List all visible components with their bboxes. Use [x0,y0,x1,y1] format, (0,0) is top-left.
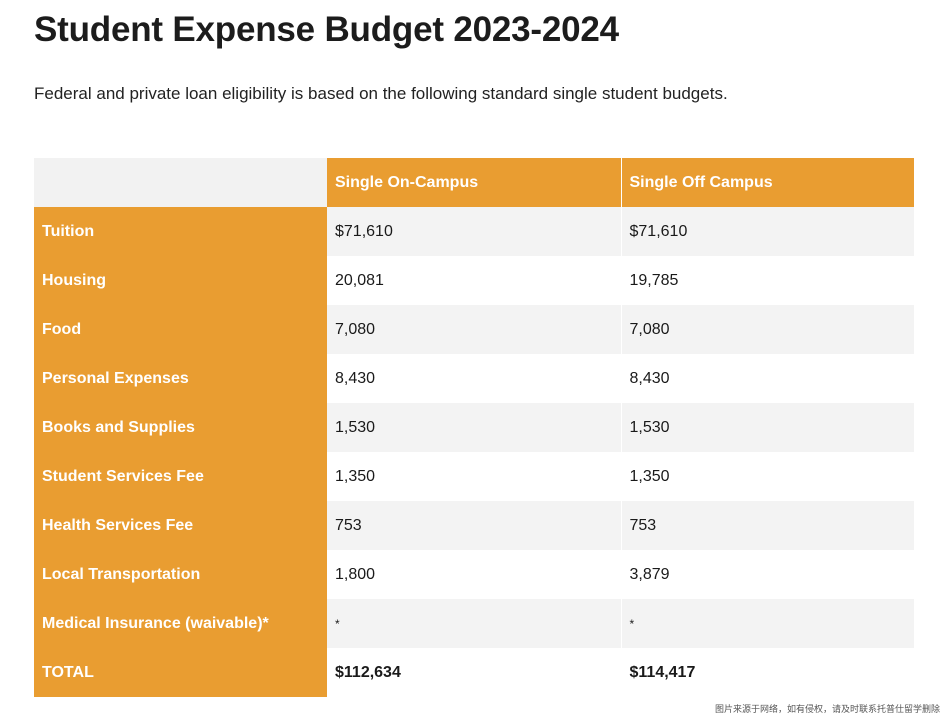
table-row: Local Transportation 1,800 3,879 [34,550,914,599]
on-campus-value: 1,350 [327,452,622,501]
budget-table: Single On-Campus Single Off Campus Tuiti… [34,158,914,697]
on-campus-value: 1,530 [327,403,622,452]
row-label: Tuition [34,207,327,256]
table-row: Tuition $71,610 $71,610 [34,207,914,256]
row-label: Food [34,305,327,354]
page-title: Student Expense Budget 2023-2024 [34,10,619,49]
table-row: Housing 20,081 19,785 [34,256,914,305]
on-campus-value: 20,081 [327,256,622,305]
row-label: Books and Supplies [34,403,327,452]
on-campus-value: $71,610 [327,207,622,256]
on-campus-value: 753 [327,501,622,550]
row-label: Housing [34,256,327,305]
off-campus-value: 8,430 [621,354,914,403]
on-campus-value: 7,080 [327,305,622,354]
table-row: Books and Supplies 1,530 1,530 [34,403,914,452]
total-row: TOTAL $112,634 $114,417 [34,648,914,697]
off-campus-value: $71,610 [621,207,914,256]
off-campus-value: 3,879 [621,550,914,599]
row-label: Student Services Fee [34,452,327,501]
off-campus-value: 1,530 [621,403,914,452]
table-header-row: Single On-Campus Single Off Campus [34,158,914,207]
watermark-text: 图片来源于网络，如有侵权，请及时联系托普仕留学删除 [714,705,940,715]
off-campus-value: 7,080 [621,305,914,354]
table-row: Personal Expenses 8,430 8,430 [34,354,914,403]
row-label: Medical Insurance (waivable)* [34,599,327,648]
off-campus-total: $114,417 [621,648,914,697]
off-campus-value: 753 [621,501,914,550]
on-campus-value: 1,800 [327,550,622,599]
column-header-on-campus: Single On-Campus [327,158,622,207]
total-label: TOTAL [34,648,327,697]
on-campus-total: $112,634 [327,648,622,697]
table-row: Health Services Fee 753 753 [34,501,914,550]
intro-paragraph: Federal and private loan eligibility is … [34,84,728,103]
row-label: Health Services Fee [34,501,327,550]
on-campus-value: * [327,599,622,648]
row-label: Local Transportation [34,550,327,599]
off-campus-value: * [621,599,914,648]
table-row: Student Services Fee 1,350 1,350 [34,452,914,501]
off-campus-value: 1,350 [621,452,914,501]
on-campus-value: 8,430 [327,354,622,403]
off-campus-value: 19,785 [621,256,914,305]
table-row: Food 7,080 7,080 [34,305,914,354]
header-corner-cell [34,158,327,207]
column-header-off-campus: Single Off Campus [621,158,914,207]
row-label: Personal Expenses [34,354,327,403]
table-row: Medical Insurance (waivable)* * * [34,599,914,648]
